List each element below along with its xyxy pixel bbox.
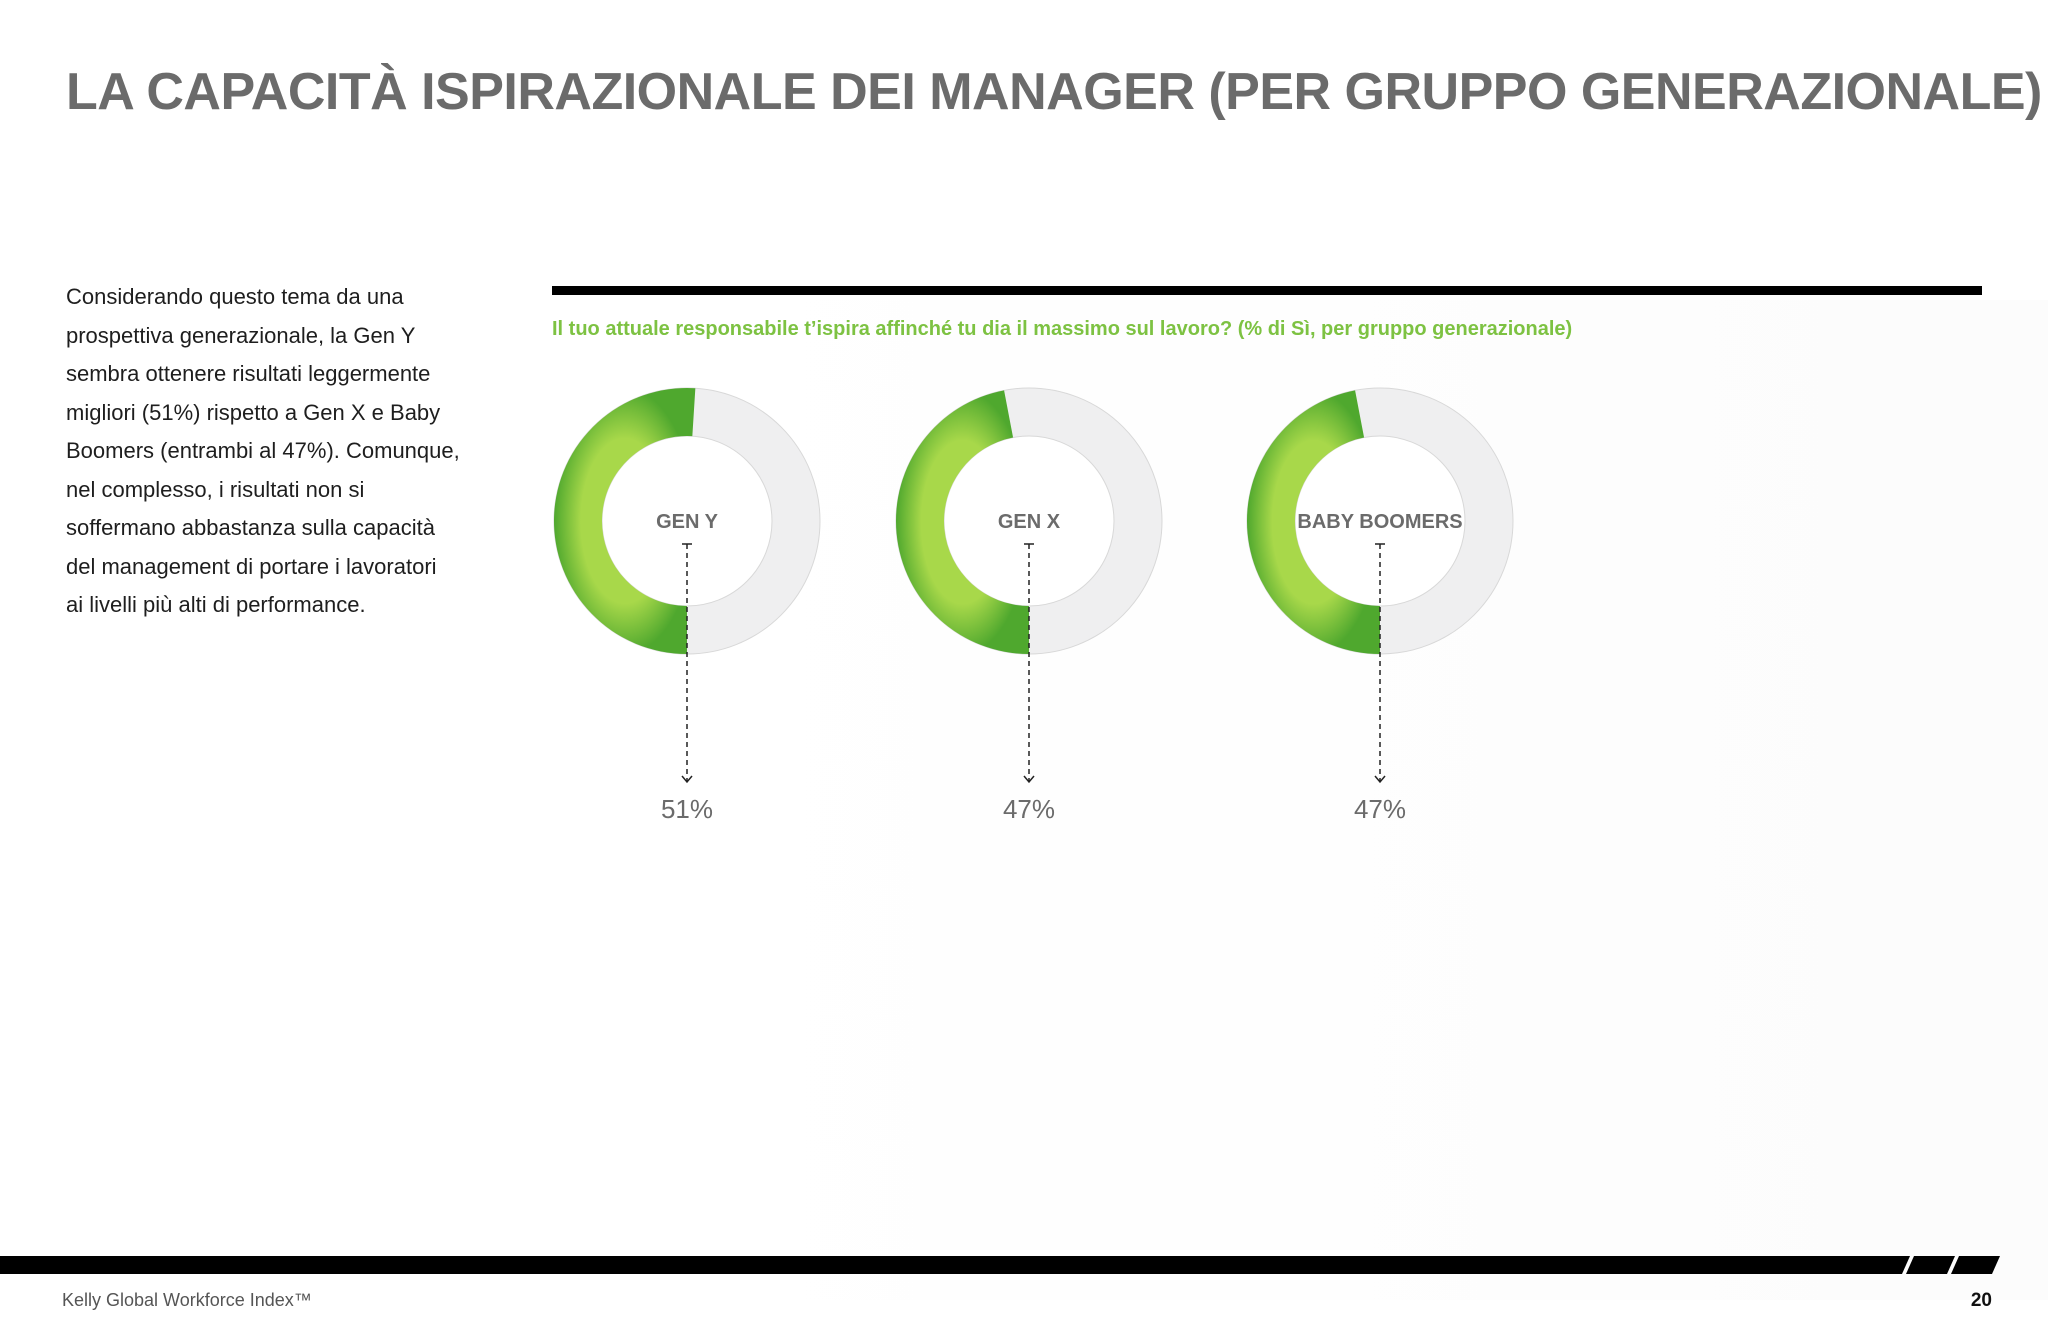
page-title: LA CAPACITÀ ISPIRAZIONALE DEI MANAGER (P…: [66, 63, 2042, 121]
leader-arrow: [1374, 775, 1386, 784]
leader-arrow: [681, 775, 693, 784]
footer-stripe: [1906, 1256, 1955, 1274]
leader-arrow: [1023, 775, 1035, 784]
donut-segment: [554, 388, 696, 654]
intro-line: nel complesso, i risultati non si: [66, 476, 365, 502]
category-label: BABY BOOMERS: [1297, 511, 1462, 533]
intro-paragraph: Considerando questo tema da una prospett…: [66, 278, 486, 625]
intro-line: prospettiva generazionale, la Gen Y: [66, 322, 416, 348]
intro-line: migliori (51%) rispetto a Gen X e Baby: [66, 399, 441, 425]
category-label: GEN Y: [656, 511, 719, 533]
intro-line: sembra ottenere risultati leggermente: [66, 361, 431, 386]
intro-line: Considerando questo tema da una: [66, 284, 404, 309]
chart-subtitle: Il tuo attuale responsabile t’ispira aff…: [552, 318, 1573, 340]
value-label: 47%: [1354, 794, 1406, 824]
donut-segment: [1247, 390, 1380, 654]
donut-segment: [895, 390, 1029, 654]
footer-bar: [0, 1256, 2000, 1274]
intro-line: soffermano abbastanza sulla capacità: [66, 515, 435, 540]
footer-stripe: [1951, 1256, 2000, 1274]
intro-line: Boomers (entrambi al 47%). Comunque,: [66, 438, 460, 463]
intro-line: del management di portare i lavoratori: [66, 553, 437, 579]
category-label: GEN X: [998, 511, 1061, 533]
intro-line: ai livelli più alti di performance.: [66, 592, 366, 617]
value-label: 47%: [1003, 794, 1055, 824]
value-label: 51%: [661, 794, 713, 824]
chart-top-rule: [552, 286, 1982, 295]
page-number: 20: [1970, 1290, 1992, 1311]
footer-brand: Kelly Global Workforce Index™: [62, 1290, 312, 1310]
